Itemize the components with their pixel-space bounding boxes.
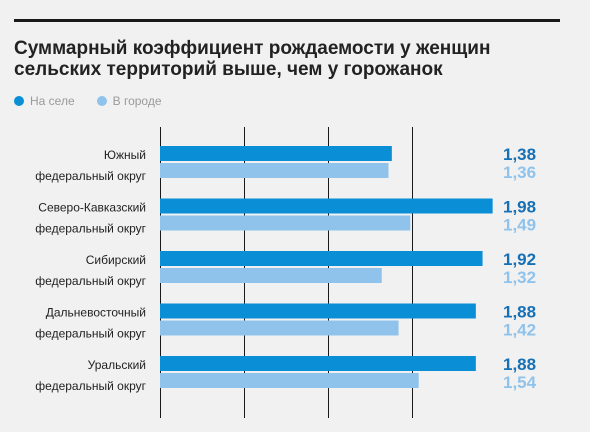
top-rule bbox=[14, 19, 560, 22]
legend-swatch-urban bbox=[96, 96, 107, 106]
bar-rural bbox=[160, 146, 392, 161]
legend-swatch-rural bbox=[14, 96, 24, 106]
bar-urban bbox=[160, 320, 399, 336]
legend-item-urban: В городе bbox=[96, 94, 162, 108]
chart-title: Суммарный коэффициент рождаемости у женщ… bbox=[14, 38, 491, 80]
value-label-urban: 1,42 bbox=[503, 321, 536, 340]
category-label: Северо-Кавказский bbox=[38, 201, 146, 215]
value-label-urban: 1,54 bbox=[503, 373, 537, 392]
value-label-urban: 1,49 bbox=[503, 216, 536, 235]
bar-urban bbox=[160, 163, 389, 178]
legend-label-urban: В городе bbox=[112, 94, 162, 108]
category-label: федеральный округ bbox=[35, 327, 146, 341]
bar-urban bbox=[160, 215, 411, 231]
bar-urban bbox=[160, 268, 382, 283]
value-label-rural: 1,38 bbox=[503, 145, 536, 164]
value-label-rural: 1,92 bbox=[503, 250, 536, 269]
category-label: Сибирский bbox=[86, 253, 146, 267]
bar-rural bbox=[160, 356, 476, 371]
category-label: Уральский bbox=[88, 358, 146, 372]
value-label-urban: 1,36 bbox=[503, 163, 536, 182]
category-label: федеральный округ bbox=[35, 379, 146, 393]
value-label-rural: 1,98 bbox=[503, 198, 536, 217]
legend-item-rural: На селе bbox=[14, 94, 75, 108]
value-label-rural: 1,88 bbox=[503, 303, 536, 322]
legend-label-rural: На селе bbox=[30, 94, 75, 108]
bar-rural bbox=[160, 198, 493, 214]
bar-rural bbox=[160, 251, 483, 266]
category-label: Дальневосточный bbox=[46, 306, 146, 320]
legend: На селе В городе bbox=[14, 94, 184, 108]
value-label-urban: 1,32 bbox=[503, 268, 536, 287]
bar-urban bbox=[160, 373, 419, 388]
value-label-rural: 1,88 bbox=[503, 355, 536, 374]
category-label: Южный bbox=[104, 148, 146, 162]
bar-rural bbox=[160, 303, 476, 319]
category-label: федеральный округ bbox=[35, 274, 146, 288]
category-label: федеральный округ bbox=[35, 222, 146, 236]
category-label: федеральный округ bbox=[35, 169, 146, 183]
